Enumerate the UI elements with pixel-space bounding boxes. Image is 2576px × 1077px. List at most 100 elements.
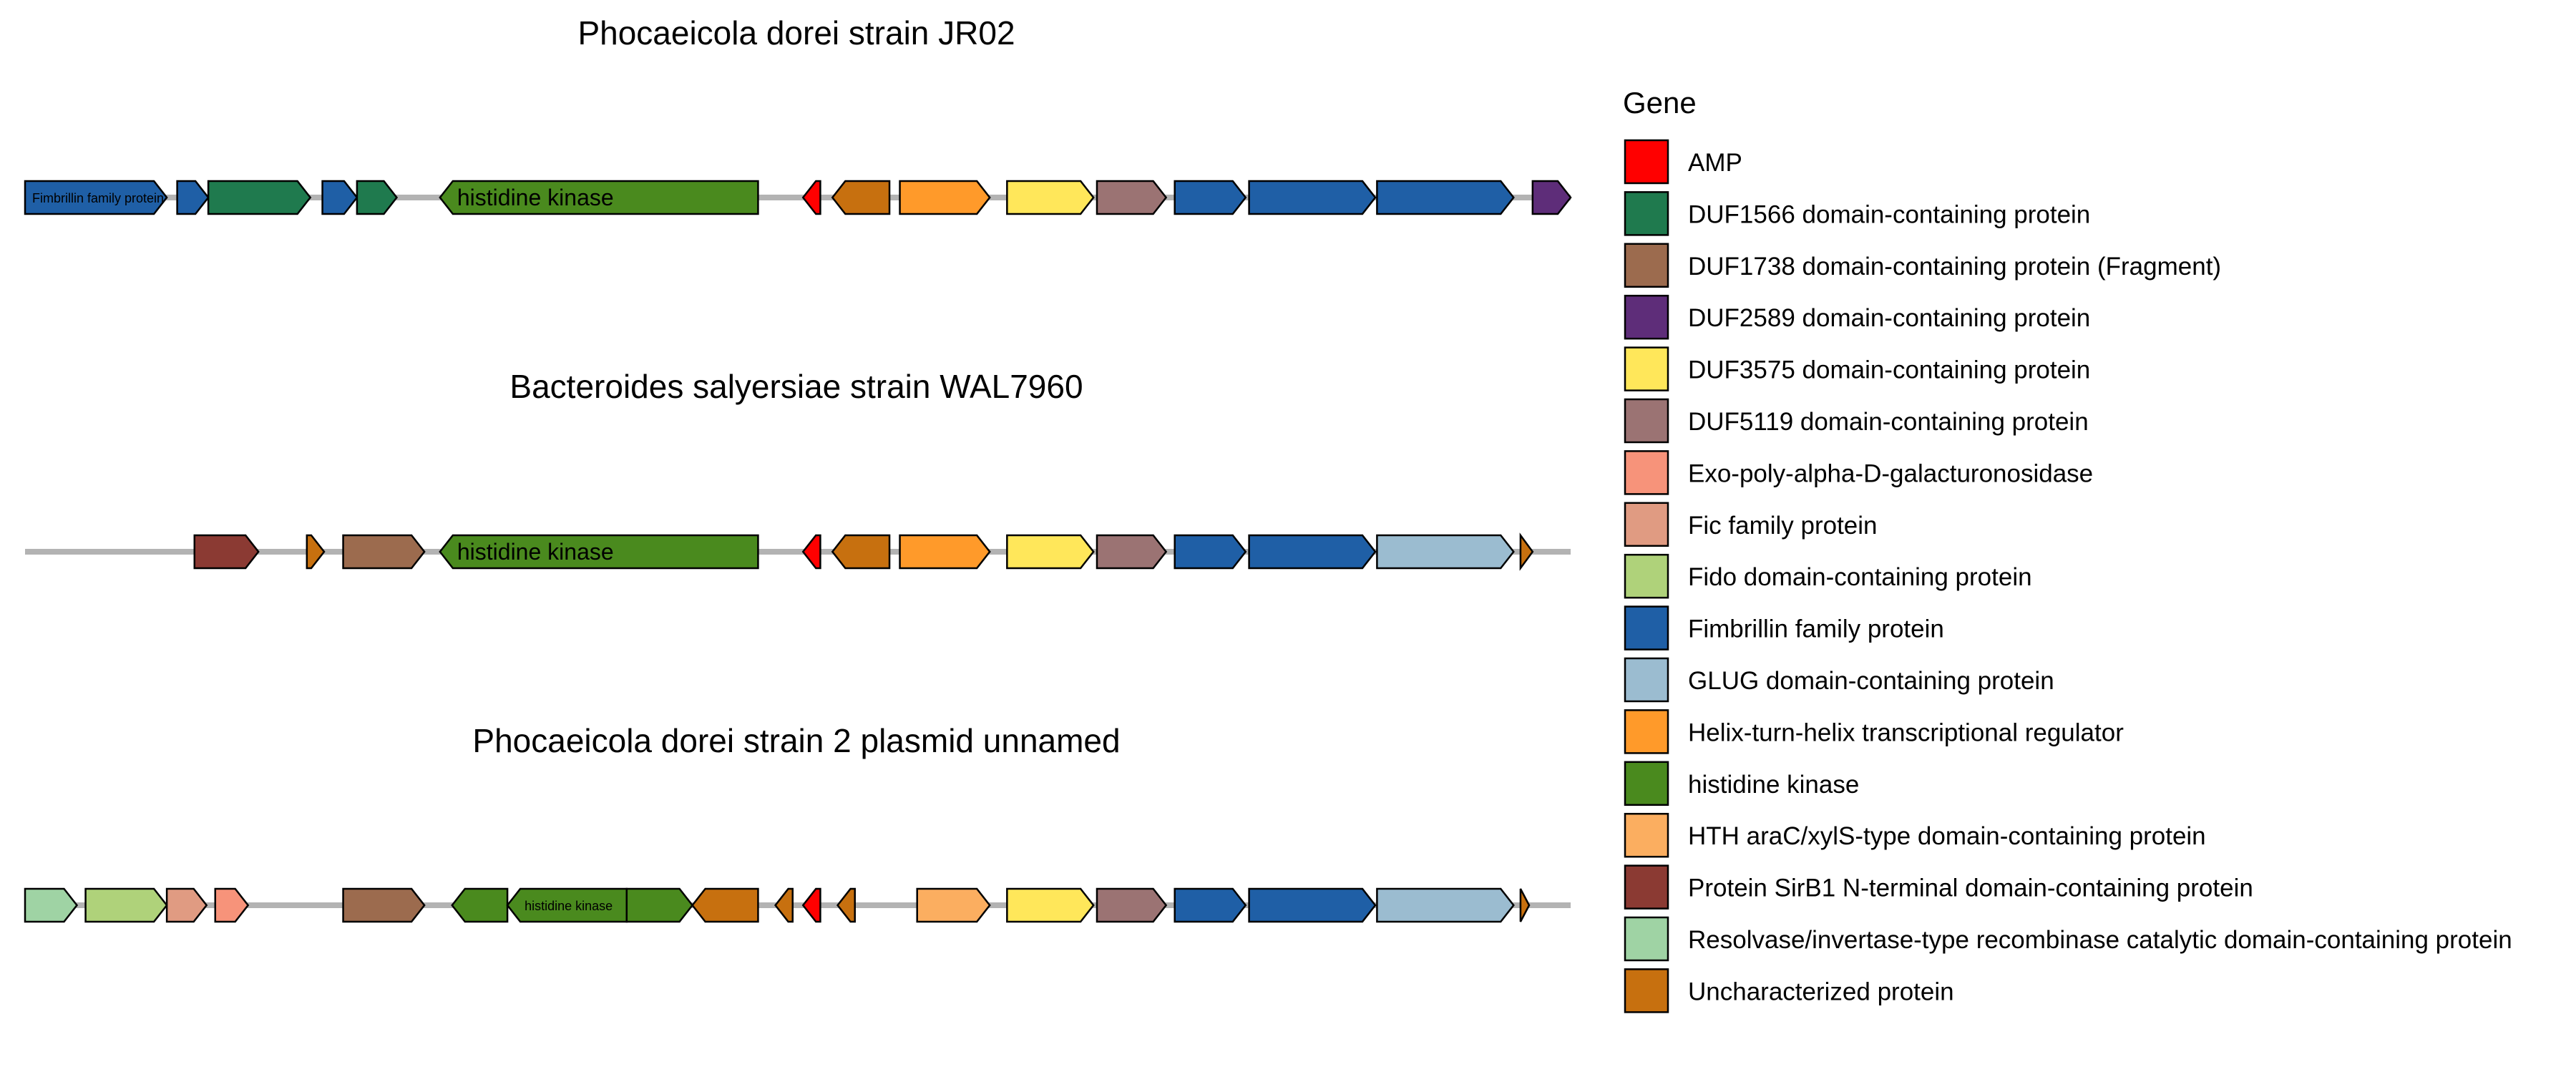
- gene-arrow: [1174, 180, 1247, 215]
- gene-arrow: [321, 180, 358, 215]
- gene-arrow: [1248, 887, 1377, 923]
- legend-swatch: [1624, 139, 1669, 185]
- gene-arrow: [1376, 180, 1515, 215]
- legend-swatch: [1624, 657, 1669, 703]
- gene-arrow: [916, 887, 991, 923]
- gene-arrow: [176, 180, 210, 215]
- gene-arrow: [165, 887, 208, 923]
- gene-arrow: [24, 180, 168, 215]
- legend-swatch: [1624, 605, 1669, 650]
- legend-item: DUF1738 domain-containing protein (Fragm…: [1624, 243, 2221, 288]
- gene-label: Fimbrillin family protein: [32, 191, 164, 205]
- track-title: Phocaeicola dorei strain JR02: [577, 14, 1015, 52]
- legend-label: Helix-turn-helix transcriptional regulat…: [1688, 718, 2124, 746]
- legend-label: Exo-poly-alpha-D-galacturonosidase: [1688, 459, 2093, 487]
- gene-arrow: [207, 180, 312, 215]
- gene-arrow: [801, 180, 821, 215]
- track-1: Phocaeicola dorei strain JR02 Fimbrillin …: [24, 14, 1572, 215]
- track-3: Phocaeicola dorei strain 2 plasmid unnam…: [24, 722, 1571, 923]
- legend-item: Exo-poly-alpha-D-galacturonosidase: [1624, 450, 2093, 495]
- gene-arrow: [899, 180, 991, 215]
- legend-item: HTH araC/xylS-type domain-containing pro…: [1624, 812, 2206, 858]
- gene-arrow: [1006, 887, 1095, 923]
- gene-arrow: [1519, 532, 1534, 571]
- legend-swatch: [1624, 709, 1669, 754]
- gene-arrow: [836, 887, 856, 923]
- legend-swatch: [1624, 553, 1669, 599]
- legend-label: DUF1738 domain-containing protein (Fragm…: [1688, 253, 2221, 281]
- legend-item: DUF5119 domain-containing protein: [1624, 398, 2089, 444]
- legend-title: Gene: [1623, 86, 1697, 120]
- legend-swatch: [1624, 243, 1669, 288]
- track-2: Bacteroides salyersiae strain WAL7960 his…: [25, 368, 1571, 571]
- gene-arrow: [439, 180, 759, 215]
- gene-arrow: [1376, 887, 1515, 923]
- legend-label: DUF5119 domain-containing protein: [1688, 408, 2089, 436]
- legend-item: DUF1566 domain-containing protein: [1624, 191, 2090, 236]
- gene-arrow: [774, 887, 794, 923]
- gene-arrow: [1531, 180, 1572, 215]
- gene-arrow: [342, 887, 426, 923]
- gene-arrow: [1248, 180, 1377, 215]
- legend-label: HTH araC/xylS-type domain-containing pro…: [1688, 822, 2206, 850]
- legend-items: AMP DUF1566 domain-containing protein DUF1…: [1624, 139, 2512, 1013]
- gene-arrow: [439, 534, 759, 570]
- gene-arrow: [306, 534, 326, 570]
- gene-arrow: [1096, 887, 1168, 923]
- legend-item: Fimbrillin family protein: [1624, 605, 1944, 650]
- legend-label: DUF1566 domain-containing protein: [1688, 200, 2090, 228]
- gene-arrow: [193, 534, 260, 570]
- legend-swatch: [1624, 191, 1669, 236]
- legend-label: Protein SirB1 N-terminal domain-containi…: [1688, 874, 2253, 902]
- gene-arrow: [214, 887, 250, 923]
- legend-item: AMP: [1624, 139, 1742, 185]
- gene-label: histidine kinase: [457, 539, 614, 565]
- gene-arrow: [1248, 534, 1377, 570]
- legend-item: Protein SirB1 N-terminal domain-containi…: [1624, 864, 2253, 910]
- gene-label: histidine kinase: [525, 899, 613, 913]
- gene-arrow: [1376, 534, 1515, 570]
- track-title: Bacteroides salyersiae strain WAL7960: [509, 368, 1083, 405]
- gene-arrow: [1519, 888, 1531, 922]
- legend-swatch: [1624, 450, 1669, 495]
- gene-arrow: [1174, 887, 1247, 923]
- gene-arrow: [24, 887, 79, 923]
- legend: Gene AMP DUF1566 domain-containing protei…: [1623, 86, 2512, 1013]
- gene-arrow: [691, 887, 759, 923]
- gene-arrow: [1006, 180, 1095, 215]
- legend-swatch: [1624, 346, 1669, 391]
- track-title: Phocaeicola dorei strain 2 plasmid unnam…: [472, 722, 1120, 759]
- gene-arrow: [356, 180, 399, 215]
- legend-swatch: [1624, 916, 1669, 962]
- legend-label: Fimbrillin family protein: [1688, 615, 1944, 643]
- gene-arrow: [831, 534, 891, 570]
- legend-label: GLUG domain-containing protein: [1688, 667, 2054, 695]
- legend-item: histidine kinase: [1624, 761, 1859, 806]
- gene-arrow: [1006, 534, 1095, 570]
- legend-label: DUF2589 domain-containing protein: [1688, 304, 2090, 332]
- legend-label: Fic family protein: [1688, 512, 1878, 540]
- legend-label: Fido domain-containing protein: [1688, 563, 2032, 591]
- legend-swatch: [1624, 398, 1669, 444]
- gene-arrow: [1096, 180, 1168, 215]
- legend-item: GLUG domain-containing protein: [1624, 657, 2054, 703]
- legend-item: Uncharacterized protein: [1624, 968, 1954, 1013]
- legend-label: DUF3575 domain-containing protein: [1688, 356, 2090, 384]
- gene-arrow: [831, 180, 891, 215]
- legend-swatch: [1624, 812, 1669, 858]
- legend-swatch: [1624, 294, 1669, 340]
- gene-arrow: [84, 887, 168, 923]
- legend-item: Fic family protein: [1624, 502, 1878, 547]
- legend-swatch: [1624, 502, 1669, 547]
- gene-arrow: [342, 534, 426, 570]
- gene-arrow: [625, 887, 694, 923]
- legend-label: Uncharacterized protein: [1688, 978, 1954, 1005]
- legend-item: DUF3575 domain-containing protein: [1624, 346, 2090, 391]
- legend-item: Resolvase/invertase-type recombinase cat…: [1624, 916, 2512, 962]
- legend-item: Helix-turn-helix transcriptional regulat…: [1624, 709, 2124, 754]
- gene-arrow: [801, 534, 821, 570]
- tracks-layer: Phocaeicola dorei strain JR02 Fimbrillin …: [24, 14, 1572, 923]
- legend-item: DUF2589 domain-containing protein: [1624, 294, 2090, 340]
